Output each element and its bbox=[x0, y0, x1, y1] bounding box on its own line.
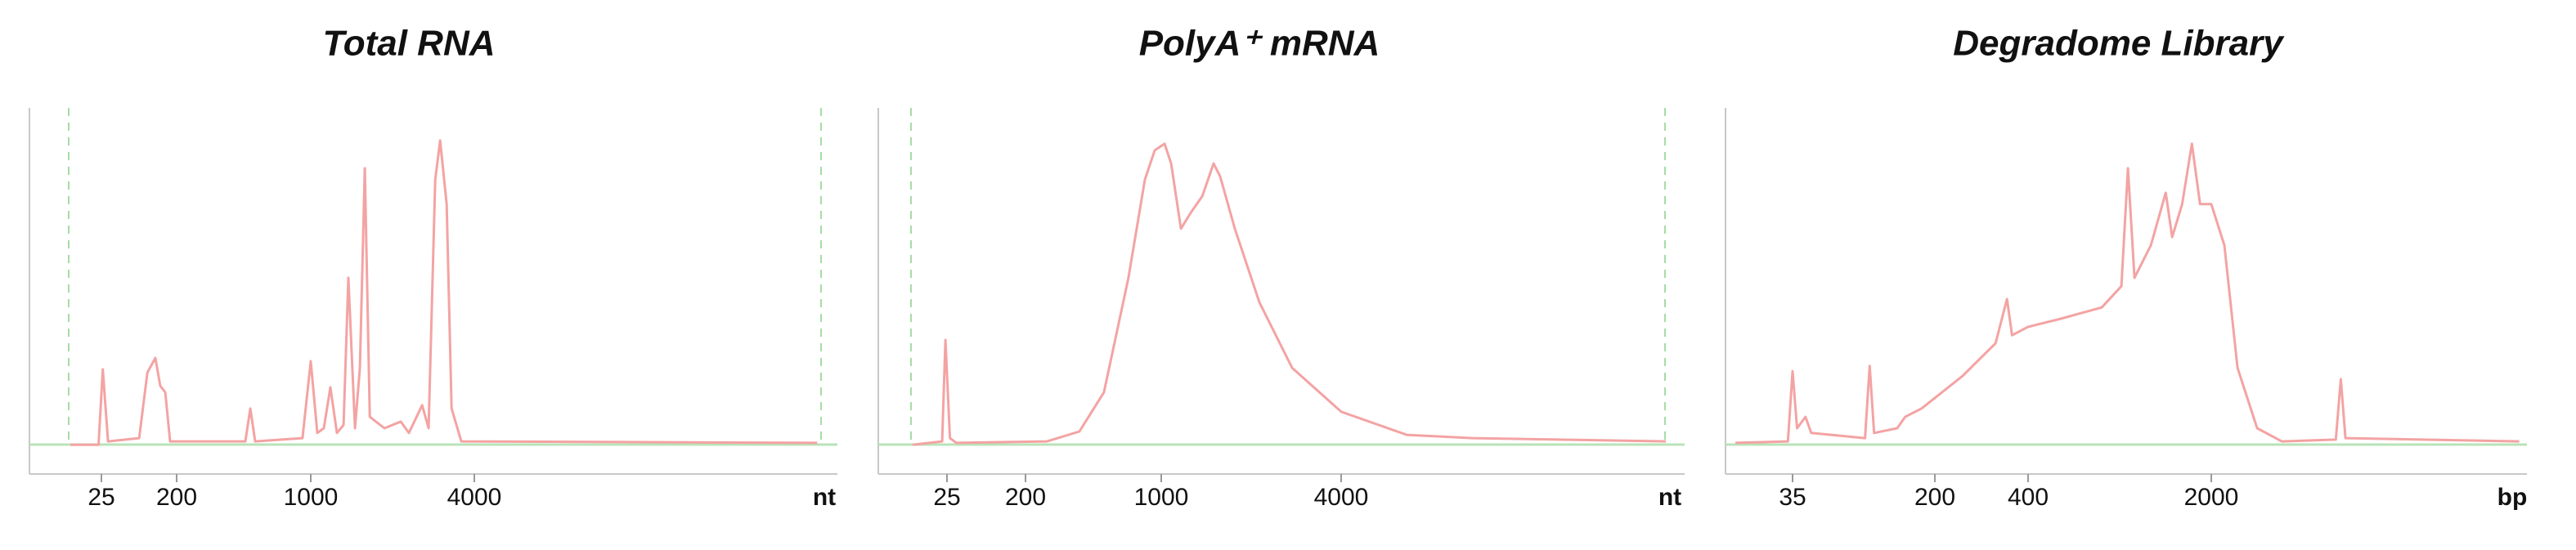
chart-title: Total RNA bbox=[322, 24, 495, 64]
x-axis-unit: bp bbox=[2497, 484, 2528, 511]
trace bbox=[70, 139, 818, 446]
x-tick-label: 2000 bbox=[2184, 484, 2239, 511]
x-tick-label: 200 bbox=[1914, 484, 1955, 511]
chart-title: Degradome Library bbox=[1953, 24, 2285, 64]
x-tick-label: 4000 bbox=[447, 484, 502, 511]
x-tick-label: 400 bbox=[2008, 484, 2049, 511]
x-tick-label: 1000 bbox=[1134, 484, 1189, 511]
x-tick-label: 25 bbox=[88, 484, 114, 511]
x-tick-label: 1000 bbox=[284, 484, 339, 511]
trace bbox=[1735, 142, 2520, 445]
trace bbox=[912, 142, 1667, 446]
x-tick-label: 200 bbox=[156, 484, 197, 511]
x-tick-label: 4000 bbox=[1314, 484, 1369, 511]
chart-title: PolyA⁺ mRNA bbox=[1139, 24, 1380, 64]
x-axis-unit: nt bbox=[813, 484, 836, 511]
x-axis-unit: nt bbox=[1658, 484, 1681, 511]
x-tick-label: 25 bbox=[933, 484, 960, 511]
x-tick-label: 35 bbox=[1779, 484, 1806, 511]
x-tick-label: 200 bbox=[1005, 484, 1046, 511]
